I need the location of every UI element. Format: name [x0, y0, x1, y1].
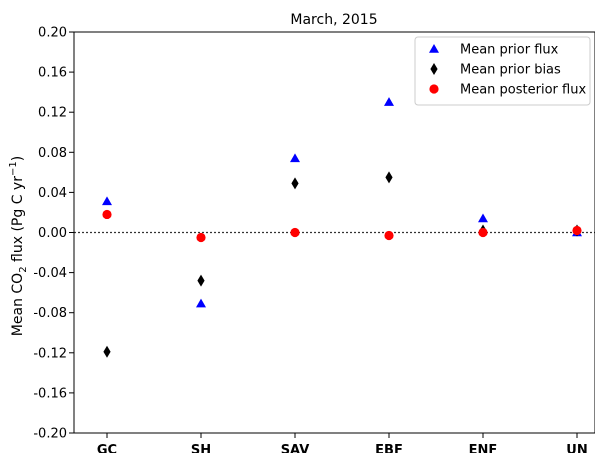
- series-triangle: [102, 97, 582, 308]
- circle-point: [572, 225, 582, 236]
- x-tick-label: SH: [191, 443, 211, 453]
- triangle-point: [196, 298, 206, 308]
- circle-point: [384, 230, 394, 241]
- y-tick-label: 0.08: [38, 146, 67, 161]
- circle-point: [196, 232, 206, 243]
- legend-label: Mean prior bias: [460, 63, 561, 78]
- diamond-point: [197, 274, 205, 287]
- triangle-point: [384, 97, 394, 106]
- legend-box: [414, 36, 591, 106]
- y-axis-label-superscript: −1: [8, 161, 19, 176]
- triangle-point: [478, 213, 488, 223]
- diamond-point: [291, 177, 299, 190]
- y-axis-label-prefix: Mean CO: [10, 273, 26, 336]
- x-tick-label: ENF: [469, 443, 498, 453]
- series-diamond: [103, 171, 581, 358]
- x-tick-label: UN: [566, 443, 587, 453]
- y-axis-label-middle: flux (Pg C yr: [10, 176, 26, 267]
- y-axis-label: Mean CO2 flux (Pg C yr−1): [8, 156, 29, 336]
- y-tick-label: -0.20: [33, 427, 67, 442]
- x-tick-label: EBF: [375, 443, 403, 453]
- y-tick-label: -0.04: [33, 266, 67, 281]
- legend-label: Mean posterior flux: [460, 83, 586, 98]
- y-axis-label-subscript: 2: [18, 266, 29, 272]
- circle-point: [478, 227, 488, 238]
- diamond-point: [385, 171, 393, 184]
- x-axis-ticks: GC SH SAV EBF ENF UN: [97, 433, 588, 453]
- triangle-point: [102, 196, 112, 206]
- legend-entry: Mean prior flux: [429, 43, 559, 58]
- triangle-point: [290, 153, 300, 163]
- y-axis-ticks: 0.20 0.16 0.12 0.08 0.04 0.00 -0.04 -0.08 -0.12 -…: [33, 26, 74, 442]
- circle-point: [290, 227, 300, 238]
- y-axis-label-suffix: ): [10, 156, 26, 161]
- y-tick-label: 0.16: [38, 66, 67, 81]
- legend: Mean prior flux Mean prior bias Mean poste…: [414, 36, 591, 106]
- y-tick-label: -0.16: [33, 386, 67, 401]
- circle-point: [102, 209, 112, 220]
- svg-text:Mean CO2 flux (Pg C yr−1): Mean CO2 flux (Pg C yr−1): [8, 156, 29, 336]
- legend-circle-marker: [429, 84, 439, 94]
- legend-label: Mean prior flux: [460, 43, 559, 58]
- y-tick-label: 0.12: [38, 106, 67, 121]
- diamond-point: [103, 345, 111, 358]
- legend-triangle-marker: [429, 44, 439, 53]
- y-tick-label: -0.08: [33, 306, 67, 321]
- legend-entry: Mean posterior flux: [429, 83, 586, 98]
- legend-diamond-marker: [430, 63, 438, 75]
- series-circle: [102, 209, 582, 243]
- legend-entry: Mean prior bias: [430, 63, 561, 78]
- x-tick-label: SAV: [281, 443, 310, 453]
- x-tick-label: GC: [97, 443, 117, 453]
- y-tick-label: 0.00: [38, 226, 67, 241]
- y-tick-label: 0.20: [38, 26, 67, 41]
- chart-title: March, 2015: [290, 12, 377, 28]
- y-tick-label: -0.12: [33, 346, 67, 361]
- plot-frame: [73, 31, 595, 434]
- y-tick-label: 0.04: [38, 186, 67, 201]
- data-points: [102, 97, 582, 358]
